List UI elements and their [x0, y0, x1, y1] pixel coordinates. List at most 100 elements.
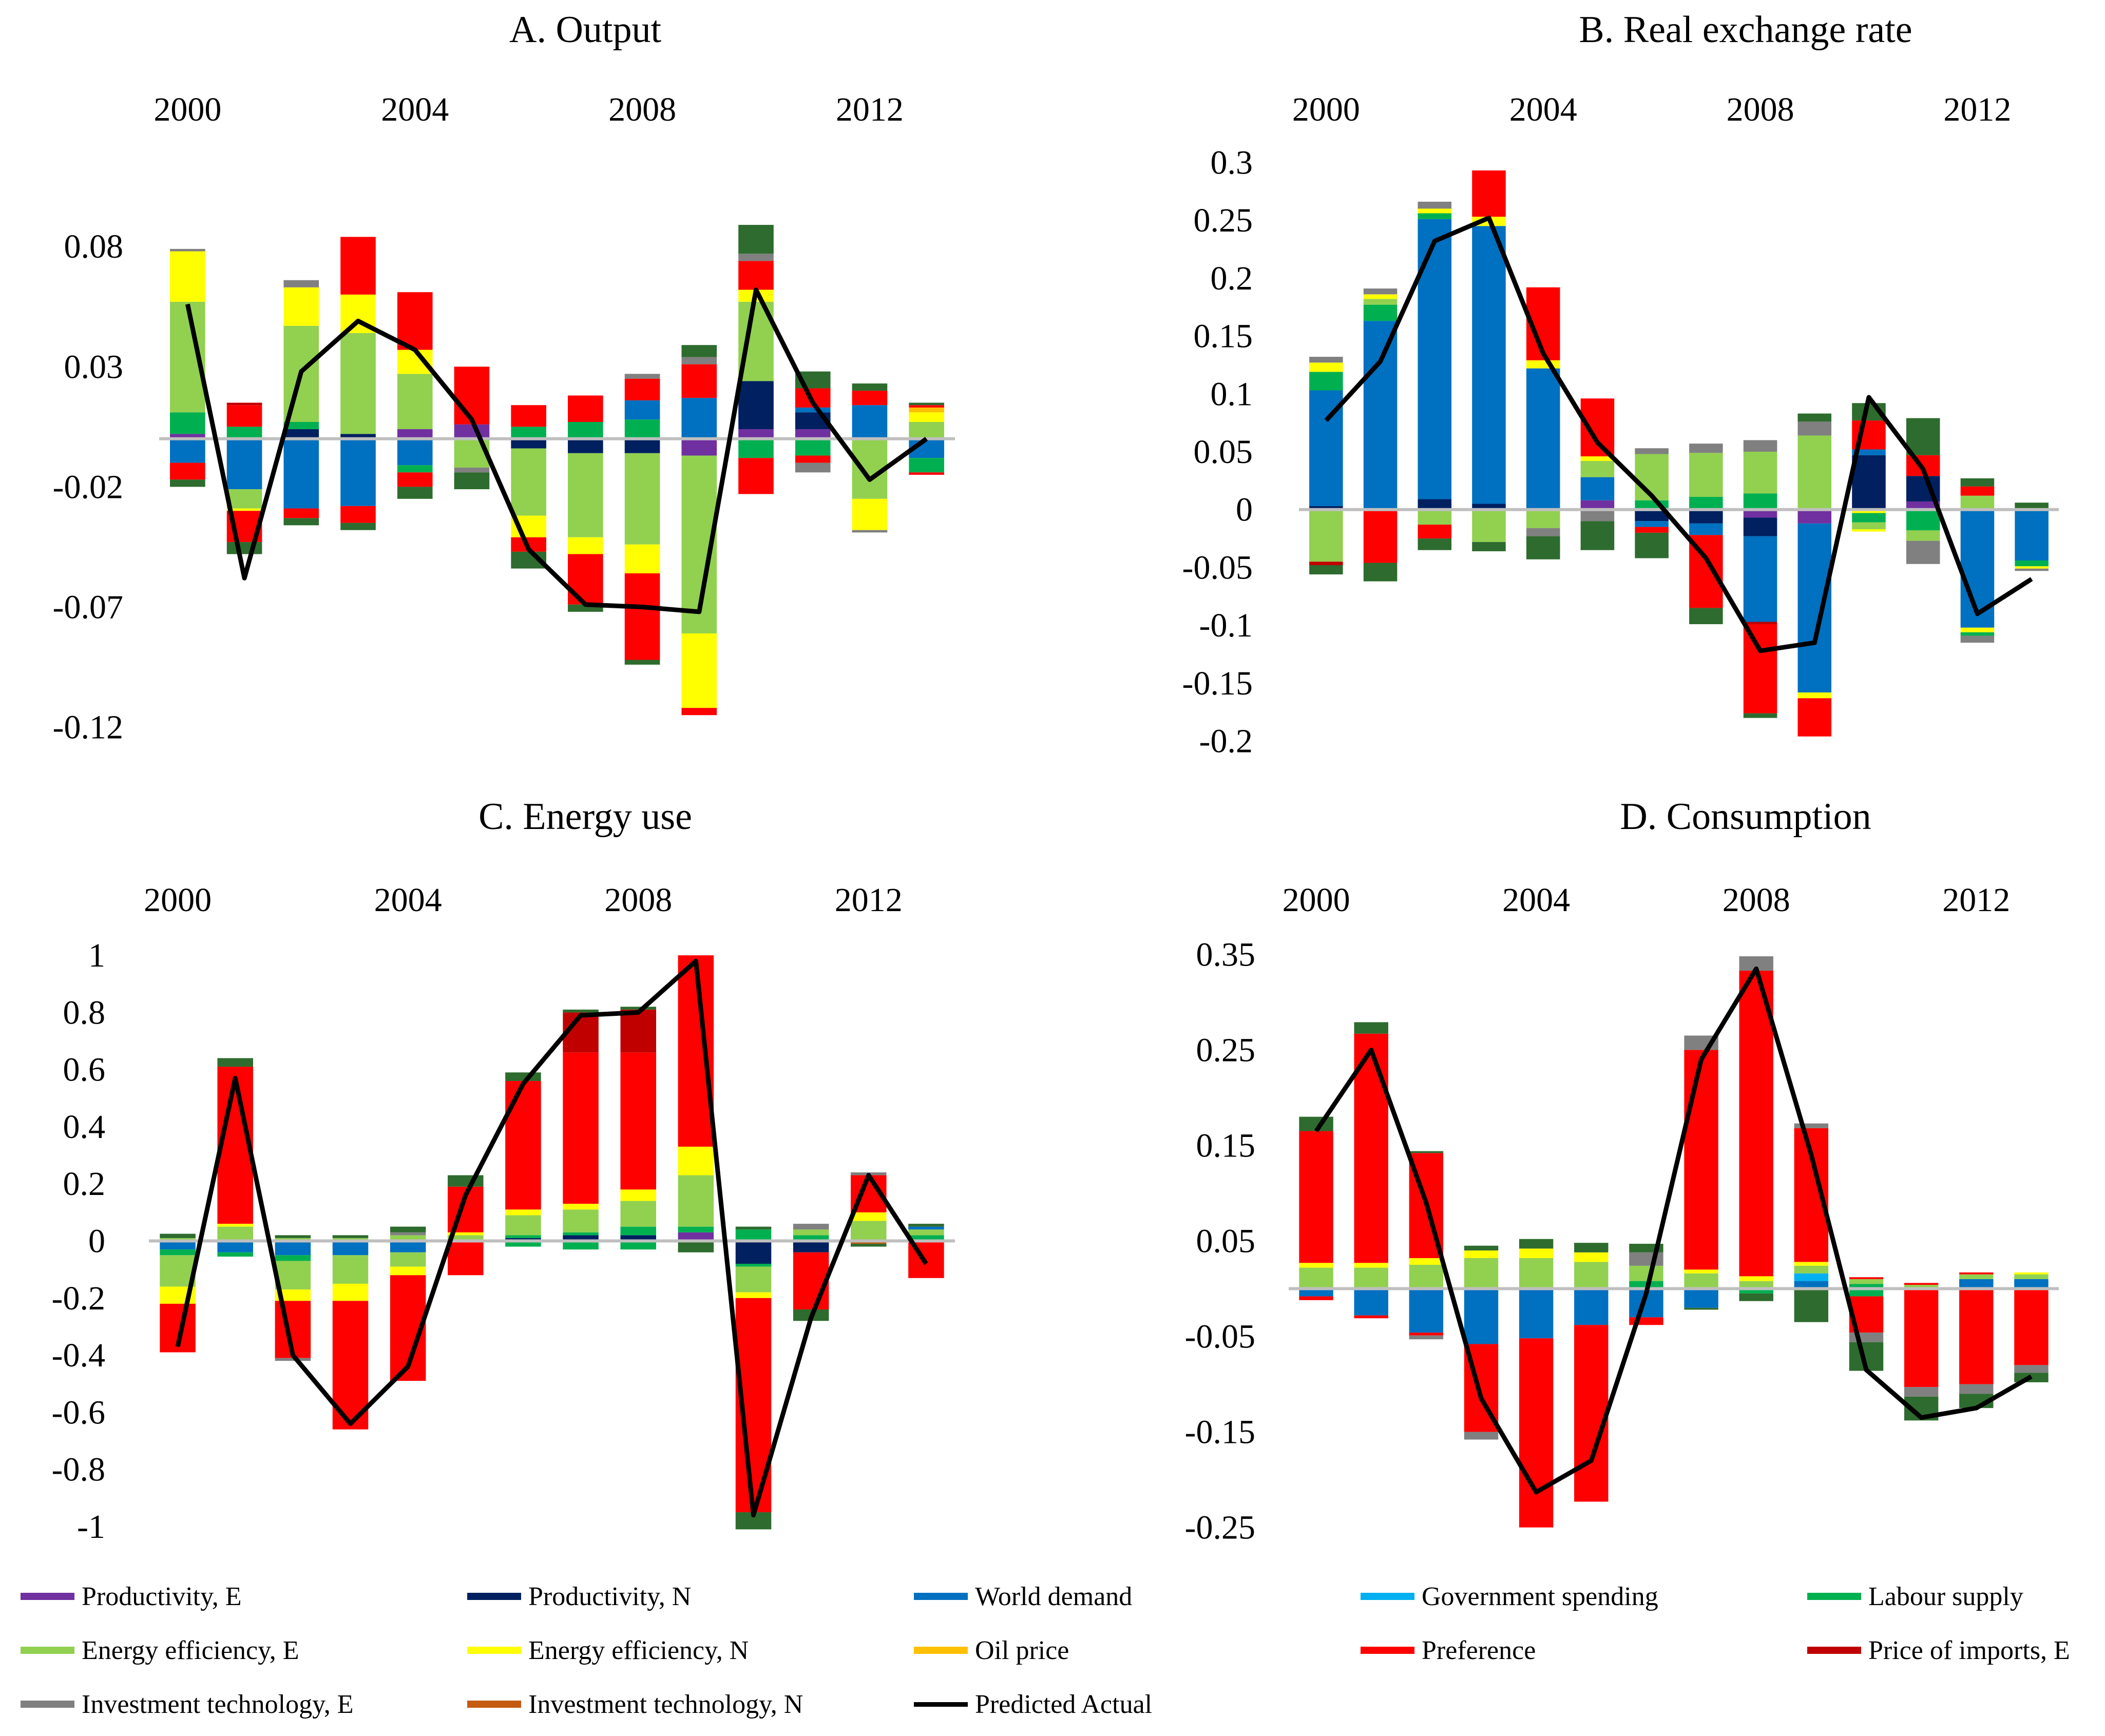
bar-segment-prod-e — [678, 1232, 714, 1241]
bar-segment-inv-e — [1794, 1123, 1829, 1128]
legend-item-prod-n: Productivity, N — [467, 1578, 691, 1614]
bar-segment-inv-e — [1418, 201, 1452, 209]
predicted-actual-line — [1324, 216, 2033, 653]
bar-segment-ee-n — [1299, 1263, 1333, 1268]
bar-segment-ee-n — [1797, 692, 1832, 699]
bar-segment-ee-n — [1354, 1263, 1388, 1268]
legend-swatch — [21, 1701, 74, 1708]
y-tick-label: -1 — [77, 1508, 105, 1546]
bar-segment-dark — [1309, 565, 1343, 575]
bar-segment-oil — [909, 407, 944, 413]
bar-segment-dark — [340, 523, 376, 530]
bar-segment-ee-e — [1960, 495, 1995, 510]
x-tick-label: 2012 — [1943, 91, 2011, 128]
bar-segment-ee-e — [217, 1226, 253, 1241]
bar-segment-world — [1852, 449, 1886, 455]
bar-segment-labour — [1852, 513, 1886, 523]
bar-segment-labour — [1960, 632, 1995, 636]
legend-label: Oil price — [975, 1635, 1069, 1665]
legend-swatch — [467, 1593, 521, 1600]
bar-segment-dark — [735, 1226, 772, 1230]
bar-segment-dark — [1794, 1288, 1829, 1322]
bar-segment-labour — [1849, 1284, 1884, 1289]
bar-segment-dark — [1743, 713, 1777, 718]
bar-segment-dark — [1519, 1239, 1554, 1249]
legend-item-world: World demand — [914, 1578, 1132, 1614]
legend-label: Investment technology, E — [82, 1689, 354, 1719]
bar-segment-pref — [170, 462, 205, 480]
y-tick-label: 0.8 — [63, 994, 106, 1031]
bar-segment-pref — [397, 292, 433, 350]
bar-segment-prod-n — [1418, 499, 1452, 510]
bar-segment-inv-e — [1960, 635, 1995, 643]
bar-segment-ee-n — [1409, 1258, 1444, 1265]
bar-segment-pref — [1354, 1033, 1388, 1263]
legend-swatch — [914, 1702, 968, 1707]
bar-segment-prod-e — [397, 429, 433, 439]
bar-segment-labour — [1739, 1288, 1773, 1294]
bar-segment-world — [1743, 536, 1777, 622]
panel-energy-use: C. Energy use 1 0.8 0.6 0.4 0.2 0 -0.2 -0.4 -0.6… — [52, 796, 955, 1546]
bar-segment-labour — [1743, 493, 1777, 510]
bar-segment-prod-n — [1472, 504, 1506, 510]
bar-segment-dark — [160, 1233, 196, 1238]
bar-segment-pref — [2014, 1288, 2049, 1365]
predicted-actual-line — [185, 287, 928, 614]
bar-segment-labour — [568, 422, 603, 439]
panel-output: A. Output 0.08 0.03 -0.02 -0.07 -0.12 2000 200… — [53, 9, 955, 746]
bar-segment-pref — [1409, 1333, 1444, 1336]
bar-segment-labour — [620, 1241, 656, 1250]
bar-segment-dark — [1635, 532, 1669, 558]
legend-swatch — [21, 1647, 74, 1654]
bar-segment-pimp — [1309, 562, 1343, 565]
bar-segment-ee-n — [1580, 456, 1615, 461]
bar-segment-world — [340, 438, 376, 506]
bar-segment-prod-e — [1580, 500, 1615, 510]
bar-segment-dark — [332, 1235, 369, 1238]
bar-segment-ee-n — [1464, 1250, 1499, 1258]
x-tick-label: 2008 — [604, 881, 672, 919]
bar-segment-pref — [448, 1241, 484, 1276]
bar-segment-ee-n — [624, 544, 660, 573]
bar-segment-labour — [505, 1235, 541, 1238]
bar-segment-prod-n — [1635, 509, 1669, 522]
bar-segment-ee-e — [1794, 1265, 1829, 1274]
bar-segment-ee-e — [620, 1201, 656, 1227]
bar-segment-inv-e — [1580, 509, 1615, 522]
x-tick-label: 2008 — [608, 91, 676, 128]
y-tick-label: 0.2 — [63, 1165, 106, 1203]
bar-segment-prod-e — [170, 434, 205, 439]
bar-segment-dark — [1464, 1245, 1499, 1251]
bar-segment-pimp — [226, 402, 262, 406]
bar-segment-inv-e — [1906, 541, 1940, 564]
bar-segment-labour — [170, 412, 205, 434]
bar-segment-prod-e — [1906, 501, 1940, 510]
bar-segment-pref — [1574, 1325, 1609, 1502]
bar-segment-labour — [563, 1232, 599, 1236]
bar-segment-dark — [283, 518, 319, 526]
bar-segment-pref — [1519, 1338, 1554, 1528]
bar-segment-dark — [226, 542, 262, 554]
bar-segment-labour — [793, 1235, 829, 1241]
bar-segment-pref — [795, 455, 831, 463]
bar-segment-pref — [624, 378, 660, 400]
bar-segment-pref — [226, 405, 262, 427]
bar-segment-pref — [454, 367, 490, 425]
bar-segment-prod-e — [681, 438, 717, 456]
legend-label: World demand — [975, 1581, 1133, 1611]
bar-segment-inv-e — [681, 357, 717, 364]
bar-segment-labour — [1689, 496, 1723, 510]
bar-segment-world — [1580, 477, 1615, 500]
y-tick-label: 0.6 — [63, 1051, 106, 1089]
bar-segment-pref — [505, 1081, 541, 1210]
bar-segment-ee-e — [1849, 1279, 1884, 1284]
bar-segment-ee-n — [2014, 1272, 2049, 1275]
legend-label: Government spending — [1422, 1581, 1658, 1611]
bar-segment-ee-e — [1959, 1274, 1994, 1279]
bar-segment-world — [681, 398, 717, 439]
bar-segment-ee-e — [397, 374, 433, 430]
legend-item-gov: Government spending — [1361, 1578, 1658, 1614]
bar-segment-ee-e — [332, 1255, 369, 1284]
x-tick-label: 2004 — [1509, 91, 1577, 128]
bar-segment-pref — [1299, 1296, 1333, 1300]
